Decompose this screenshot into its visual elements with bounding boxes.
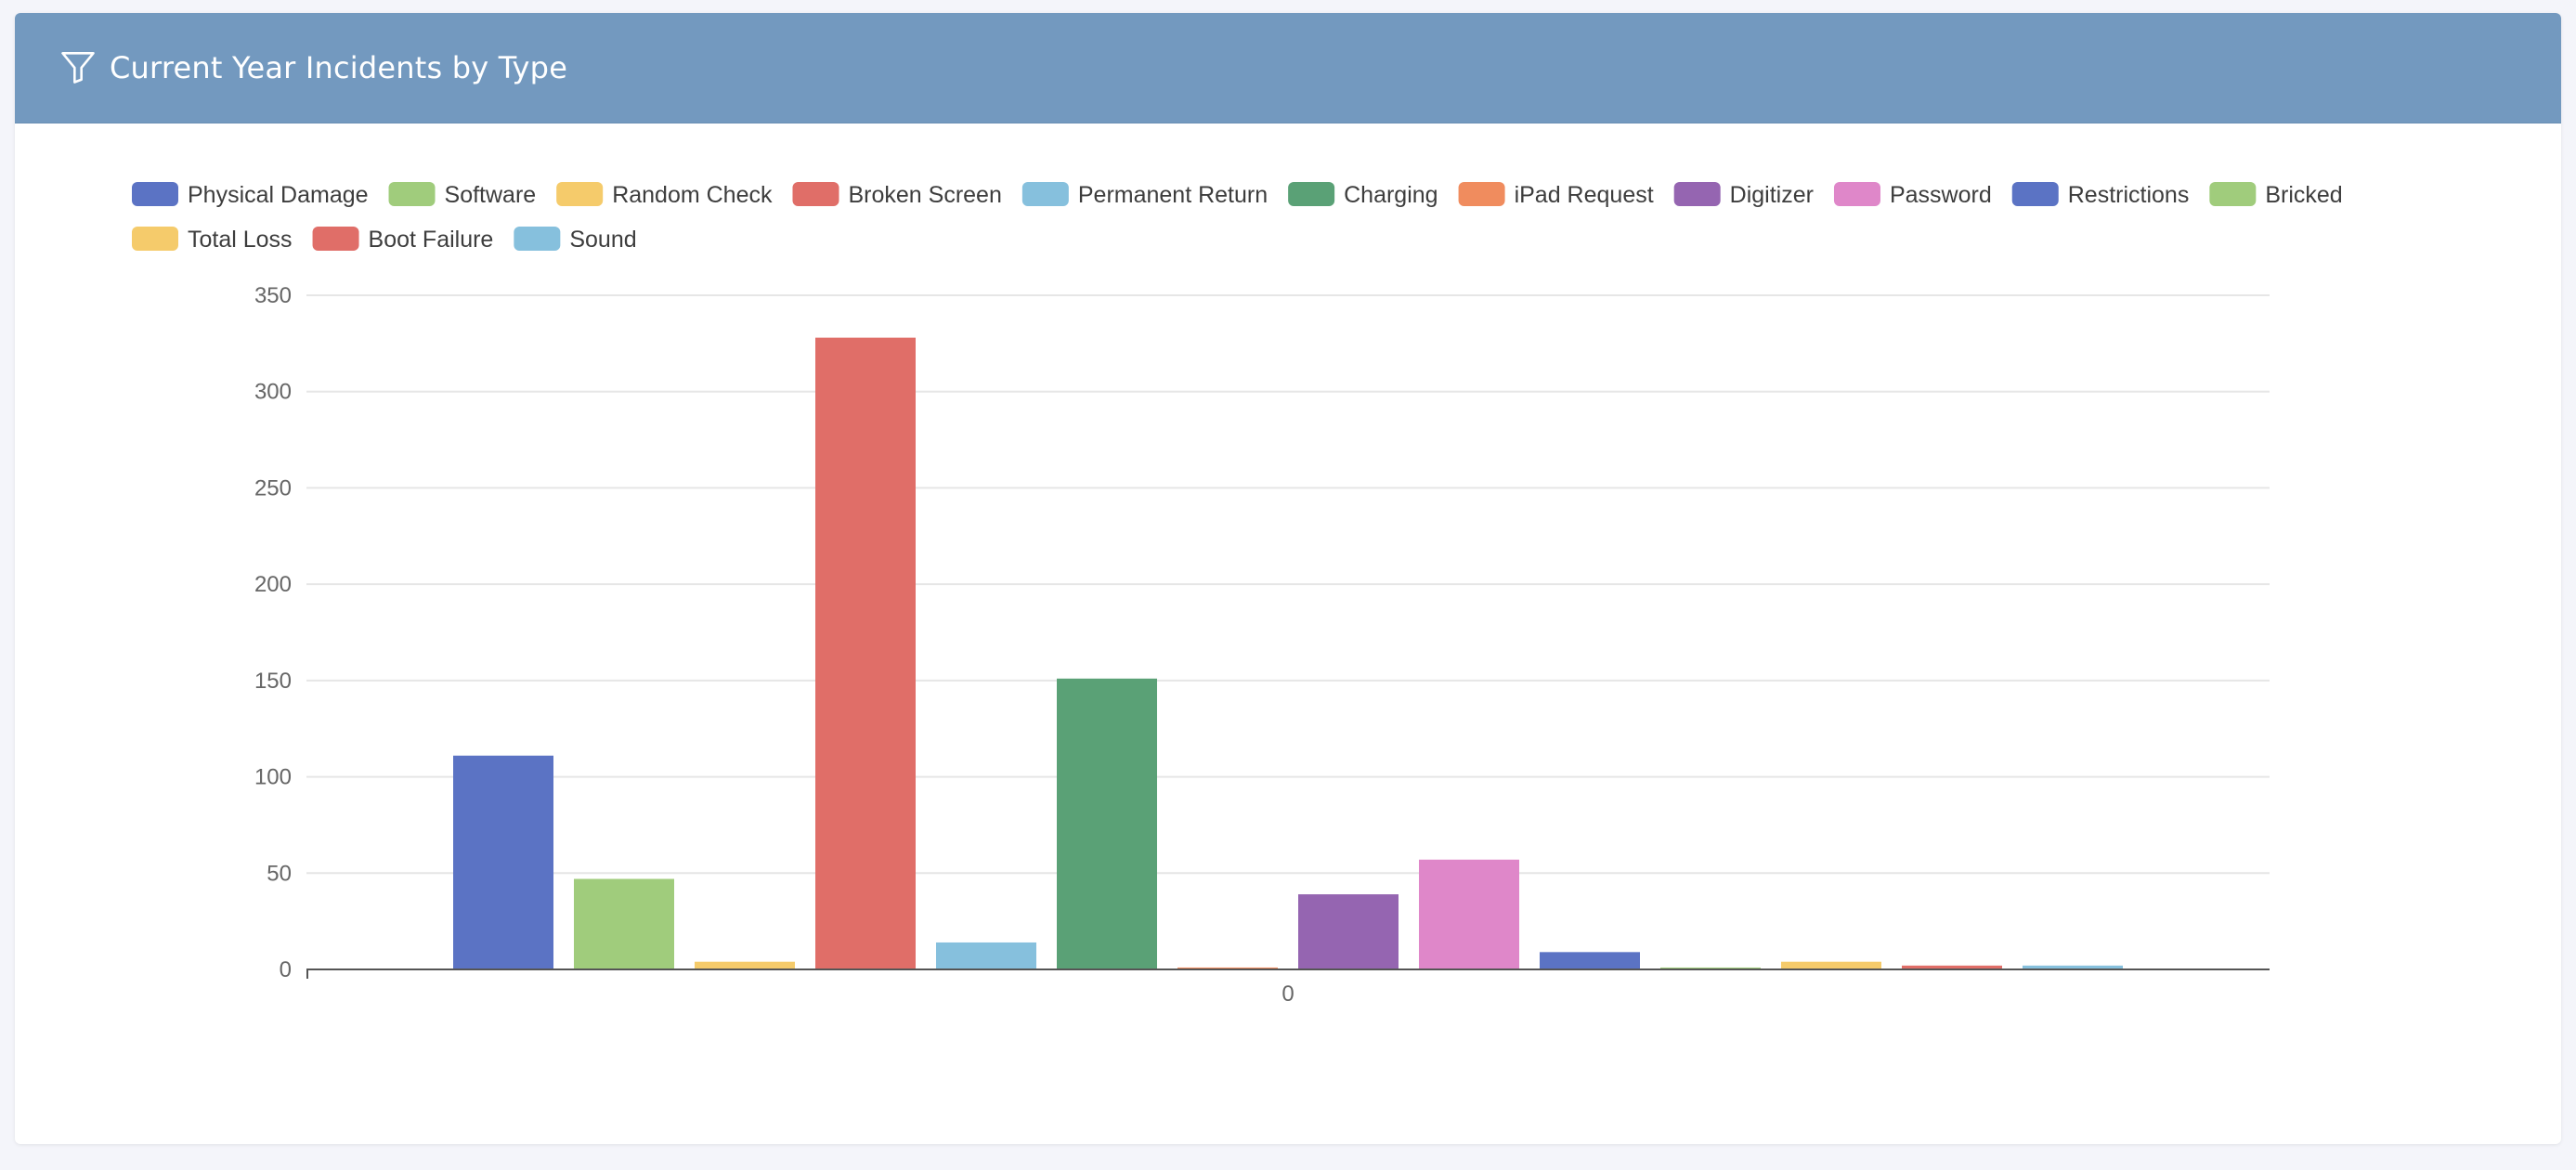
legend-swatch xyxy=(556,182,604,206)
x-axis: 0 xyxy=(306,968,2270,1007)
legend-swatch xyxy=(1021,182,1069,206)
chart-legend: Physical Damage Software Random Check Broke… xyxy=(132,182,2343,253)
legend-item-physical-damage[interactable]: Physical Damage xyxy=(132,182,369,208)
filter-icon[interactable] xyxy=(58,46,98,87)
legend-item-total-loss[interactable]: Total Loss xyxy=(132,227,293,253)
bar-physical-damage[interactable] xyxy=(453,755,553,969)
legend-label: Physical Damage xyxy=(188,182,369,208)
legend-item-digitizer[interactable]: Digitizer xyxy=(1673,182,1814,208)
y-tick-label: 100 xyxy=(254,765,292,790)
legend-swatch xyxy=(1288,182,1335,206)
legend-item-broken-screen[interactable]: Broken Screen xyxy=(792,182,1002,208)
chart-card: Current Year Incidents by Type Physical … xyxy=(15,13,2561,1144)
bar-ipad-request[interactable] xyxy=(1177,967,1278,969)
chart-bars xyxy=(453,337,2123,969)
legend-swatch xyxy=(132,227,178,251)
legend-swatch xyxy=(792,182,839,206)
legend-label: Random Check xyxy=(612,182,773,208)
card-title: Current Year Incidents by Type xyxy=(110,50,568,85)
legend-swatch xyxy=(388,182,436,206)
legend-label: Charging xyxy=(1344,182,1438,208)
bar-boot-failure[interactable] xyxy=(1902,965,2002,969)
bar-charging[interactable] xyxy=(1057,678,1157,969)
legend-item-restrictions[interactable]: Restrictions xyxy=(2011,182,2190,208)
legend-swatch xyxy=(132,182,178,206)
legend-label: iPad Request xyxy=(1515,182,1654,208)
bar-broken-screen[interactable] xyxy=(815,337,916,969)
legend-label: Bricked xyxy=(2265,182,2342,208)
legend-label: Software xyxy=(445,182,537,208)
legend-item-software[interactable]: Software xyxy=(388,182,537,208)
legend-swatch xyxy=(1833,182,1880,206)
legend-item-password[interactable]: Password xyxy=(1833,182,1992,208)
legend-swatch xyxy=(312,227,359,251)
legend-swatch xyxy=(2011,182,2059,206)
legend-label: Digitizer xyxy=(1730,182,1814,208)
legend-label: Broken Screen xyxy=(848,182,1001,208)
legend-item-permanent-return[interactable]: Permanent Return xyxy=(1021,182,1268,208)
legend-label: Sound xyxy=(569,227,636,253)
y-tick-label: 350 xyxy=(254,283,292,308)
bar-total-loss[interactable] xyxy=(1781,961,1881,969)
legend-swatch xyxy=(2209,182,2257,206)
legend-label: Permanent Return xyxy=(1078,182,1268,208)
bar-sound[interactable] xyxy=(2023,965,2123,969)
legend-item-charging[interactable]: Charging xyxy=(1288,182,1438,208)
x-tick-label: 0 xyxy=(1281,982,1294,1007)
y-tick-label: 250 xyxy=(254,475,292,500)
y-tick-label: 150 xyxy=(254,669,292,694)
legend-swatch xyxy=(1458,182,1505,206)
legend-item-bricked[interactable]: Bricked xyxy=(2209,182,2343,208)
y-tick-label: 200 xyxy=(254,572,292,597)
legend-label: Restrictions xyxy=(2068,182,2190,208)
bar-password[interactable] xyxy=(1419,859,1519,969)
y-axis: 0 50 100 150 200 250 300 350 xyxy=(254,283,292,982)
card-header: Current Year Incidents by Type xyxy=(15,13,2561,124)
legend-item-sound[interactable]: Sound xyxy=(514,227,637,253)
y-tick-label: 0 xyxy=(280,957,292,982)
bar-bricked[interactable] xyxy=(1660,967,1761,969)
legend-label: Password xyxy=(1890,182,1992,208)
legend-item-ipad-request[interactable]: iPad Request xyxy=(1458,182,1654,208)
y-tick-label: 300 xyxy=(254,380,292,405)
legend-label: Total Loss xyxy=(188,227,293,253)
bar-permanent-return[interactable] xyxy=(936,942,1036,969)
bar-digitizer[interactable] xyxy=(1298,894,1399,969)
chart-grid xyxy=(306,294,2270,875)
bar-random-check[interactable] xyxy=(695,961,795,969)
bar-restrictions[interactable] xyxy=(1540,952,1640,969)
legend-item-random-check[interactable]: Random Check xyxy=(556,182,773,208)
legend-swatch xyxy=(514,227,561,251)
legend-label: Boot Failure xyxy=(369,227,494,253)
legend-item-boot-failure[interactable]: Boot Failure xyxy=(312,227,494,253)
y-tick-label: 50 xyxy=(267,861,292,886)
bar-software[interactable] xyxy=(574,878,674,969)
bar-chart: Physical Damage Software Random Check Broke… xyxy=(132,182,2343,1007)
legend-swatch xyxy=(1673,182,1721,206)
